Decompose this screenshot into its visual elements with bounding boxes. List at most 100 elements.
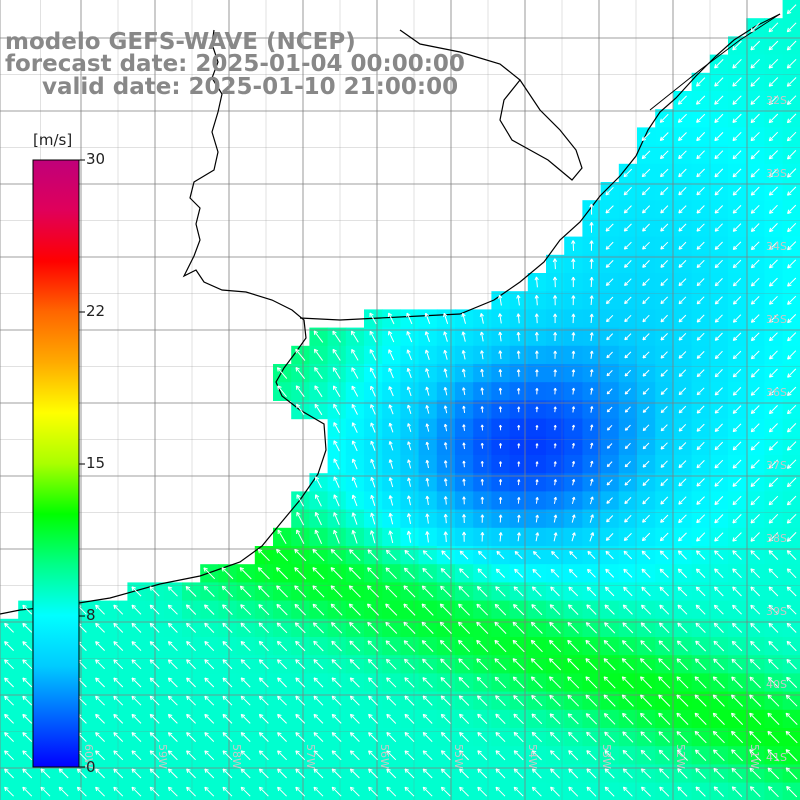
wind-arrow	[590, 387, 594, 395]
wind-arrow	[750, 296, 760, 305]
wind-arrow	[495, 695, 506, 707]
wind-arrow	[553, 406, 557, 413]
wind-arrow	[370, 476, 376, 488]
wind-arrow	[258, 604, 270, 616]
wind-arrow	[534, 276, 539, 288]
longitude-label: 56W	[378, 744, 391, 769]
wind-arrow	[277, 695, 287, 706]
wind-arrow	[443, 349, 448, 360]
wind-arrow	[696, 369, 705, 378]
longitude-label: 54W	[526, 744, 539, 769]
wind-arrow	[678, 514, 687, 524]
wind-arrow	[750, 150, 760, 160]
wind-arrow	[494, 621, 507, 634]
longitude-label: 59W	[156, 744, 169, 769]
wind-arrow	[732, 387, 742, 396]
latitude-label: 35S	[766, 313, 787, 326]
wind-arrow	[443, 513, 448, 524]
wind-arrow	[458, 658, 470, 671]
wind-arrow	[605, 533, 614, 541]
wind-arrow	[369, 330, 377, 343]
wind-arrow	[769, 368, 778, 378]
wind-arrow	[696, 296, 705, 305]
wind-arrow	[769, 259, 778, 269]
wind-arrow	[498, 461, 503, 467]
wind-arrow	[370, 494, 376, 506]
wind-arrow	[425, 495, 430, 505]
wind-arrow	[385, 585, 398, 598]
wind-arrow	[677, 586, 688, 597]
wind-arrow	[678, 351, 687, 359]
wind-arrows	[4, 4, 798, 798]
wind-arrow	[404, 677, 415, 688]
wind-arrow	[714, 77, 724, 87]
wind-arrow	[624, 260, 632, 268]
wind-arrow	[222, 641, 233, 652]
wind-arrow	[440, 695, 451, 706]
wind-arrow	[623, 568, 633, 578]
wind-arrow	[568, 586, 579, 597]
wind-arrow	[714, 113, 724, 123]
wind-arrow	[295, 659, 306, 670]
wind-arrow	[787, 241, 797, 251]
wind-arrow	[498, 514, 503, 523]
wind-arrow	[623, 532, 632, 541]
wind-arrow	[462, 387, 466, 396]
wind-arrow	[331, 695, 342, 706]
wind-arrow	[476, 586, 488, 597]
wind-arrow	[532, 551, 541, 560]
wind-arrow	[750, 550, 761, 560]
wind-arrow	[732, 259, 742, 269]
wind-arrow	[750, 368, 760, 378]
wind-arrow	[240, 695, 251, 706]
wind-arrow	[167, 622, 178, 633]
wind-arrow	[239, 585, 252, 598]
wind-arrow	[660, 514, 669, 523]
wind-arrow	[424, 331, 430, 342]
wind-arrow	[624, 369, 632, 377]
wind-arrow	[585, 622, 598, 634]
wind-arrow	[498, 496, 503, 504]
wind-arrow	[313, 677, 324, 688]
wind-arrow	[498, 406, 503, 413]
wind-arrow	[786, 676, 798, 688]
wind-arrow	[589, 203, 594, 215]
wind-arrow	[296, 494, 305, 507]
wind-arrow	[696, 514, 706, 524]
wind-arrow	[462, 478, 466, 486]
wind-arrow	[714, 586, 724, 597]
wind-arrow	[312, 603, 325, 616]
wind-arrow	[587, 568, 596, 578]
wind-arrow	[750, 131, 760, 142]
wind-arrow	[678, 241, 687, 250]
wind-arrow	[167, 677, 178, 688]
wind-arrow	[660, 424, 668, 432]
wind-arrow	[642, 314, 650, 323]
wind-arrow	[750, 204, 760, 214]
wind-arrow	[22, 604, 33, 615]
wind-arrow	[732, 368, 742, 378]
wind-arrow	[422, 695, 433, 706]
wind-arrow	[367, 585, 380, 598]
wind-arrow	[149, 695, 160, 706]
wind-arrow	[768, 405, 778, 415]
wind-arrow	[443, 460, 448, 468]
wind-arrow	[113, 659, 124, 670]
wind-arrow	[480, 478, 484, 486]
wind-arrow	[678, 132, 687, 141]
wind-arrow	[660, 223, 669, 232]
wind-arrow	[714, 150, 724, 160]
wind-arrow	[458, 695, 470, 706]
wind-arrow	[480, 387, 484, 395]
wind-arrow	[403, 567, 415, 579]
wind-arrow	[294, 603, 306, 616]
wind-arrow	[696, 496, 705, 505]
wind-arrow	[4, 641, 14, 651]
wind-arrow	[458, 585, 470, 598]
wind-arrow	[461, 531, 467, 542]
lagoon-path	[499, 78, 583, 181]
wind-arrow	[642, 406, 650, 413]
wind-arrow	[768, 658, 779, 670]
wind-arrow	[497, 294, 503, 306]
wind-arrow	[604, 604, 615, 615]
